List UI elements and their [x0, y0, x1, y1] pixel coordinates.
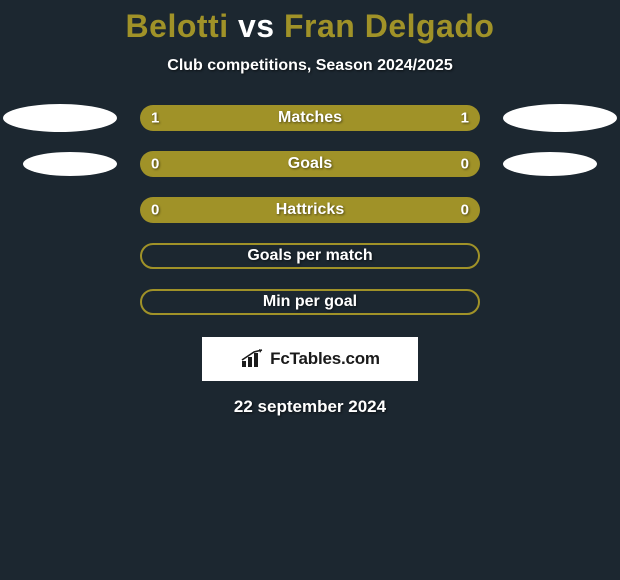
stat-bar: Goals per match — [140, 243, 480, 269]
stat-bar: 0 Goals 0 — [140, 151, 480, 177]
page-title: Belotti vs Fran Delgado — [0, 8, 620, 45]
bar-chart-logo-icon — [240, 349, 264, 369]
stat-value-right: 0 — [461, 202, 469, 219]
date-caption: 22 september 2024 — [0, 397, 620, 417]
stat-row: 0 Hattricks 0 — [0, 197, 620, 223]
title-player-b: Fran Delgado — [284, 8, 494, 44]
stat-label: Matches — [278, 109, 342, 127]
right-ellipse-icon — [503, 104, 617, 132]
stat-label: Goals — [288, 155, 332, 173]
left-ellipse-icon — [3, 104, 117, 132]
stat-label: Min per goal — [263, 293, 357, 311]
stat-bar: 0 Hattricks 0 — [140, 197, 480, 223]
stat-row: 0 Goals 0 — [0, 151, 620, 177]
stat-value-left: 1 — [151, 110, 159, 127]
stat-bar: Min per goal — [140, 289, 480, 315]
stat-rows: 1 Matches 1 0 Goals 0 0 Hattricks 0 Goals per mat… — [0, 105, 620, 315]
stat-value-left: 0 — [151, 202, 159, 219]
left-ellipse-icon — [23, 152, 117, 176]
stat-bar: 1 Matches 1 — [140, 105, 480, 131]
title-player-a: Belotti — [126, 8, 229, 44]
stat-value-right: 0 — [461, 156, 469, 173]
right-ellipse-icon — [503, 152, 597, 176]
stat-label: Goals per match — [247, 247, 372, 265]
source-badge-text: FcTables.com — [270, 349, 380, 369]
subtitle: Club competitions, Season 2024/2025 — [0, 57, 620, 75]
title-vs: vs — [229, 8, 284, 44]
stat-row: 1 Matches 1 — [0, 105, 620, 131]
stat-value-right: 1 — [461, 110, 469, 127]
source-badge: FcTables.com — [202, 337, 418, 381]
stat-row: Min per goal — [0, 289, 620, 315]
stat-value-left: 0 — [151, 156, 159, 173]
comparison-infographic: Belotti vs Fran Delgado Club competition… — [0, 0, 620, 417]
stat-label: Hattricks — [276, 201, 344, 219]
stat-row: Goals per match — [0, 243, 620, 269]
